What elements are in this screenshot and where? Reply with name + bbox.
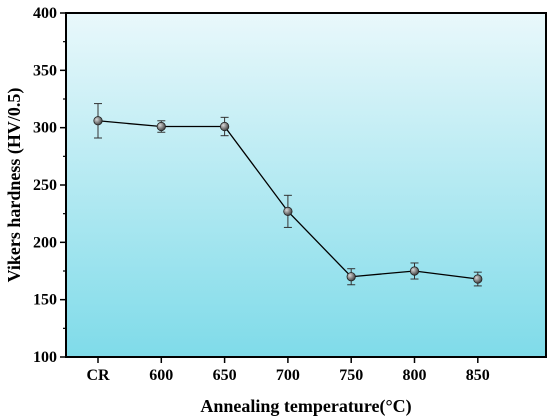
y-tick-label: 300 xyxy=(33,120,57,137)
x-tick-label: 850 xyxy=(466,367,490,384)
plot-frame xyxy=(65,12,547,358)
y-tick-label: 100 xyxy=(33,349,57,366)
data-point xyxy=(156,121,166,132)
data-series xyxy=(93,103,483,287)
data-point xyxy=(346,272,356,282)
data-point xyxy=(283,206,293,216)
data-point xyxy=(409,266,420,276)
x-tick-label: CR xyxy=(86,367,110,384)
x-axis-ticks: CR 600 650 700 750 800 850 xyxy=(86,357,490,384)
y-tick-label: 400 xyxy=(33,5,57,22)
data-point xyxy=(473,274,483,284)
data-point xyxy=(220,121,230,132)
y-axis-title: Vikers hardness (HV/0.5) xyxy=(4,88,25,283)
y-tick-label: 150 xyxy=(33,292,57,309)
y-axis-ticks: 100 150 200 250 300 350 400 xyxy=(33,5,66,366)
x-axis-title: Annealing temperature(°C) xyxy=(200,396,411,417)
y-tick-label: 350 xyxy=(33,62,57,79)
y-tick-label: 200 xyxy=(33,234,57,251)
x-tick-label: 750 xyxy=(339,367,363,384)
x-tick-label: 650 xyxy=(213,367,237,384)
x-tick-label: 800 xyxy=(403,367,427,384)
y-tick-label: 250 xyxy=(33,177,57,194)
x-tick-label: 600 xyxy=(149,367,173,384)
data-point xyxy=(93,116,103,126)
x-tick-label: 700 xyxy=(276,367,300,384)
plot-background xyxy=(66,13,546,357)
